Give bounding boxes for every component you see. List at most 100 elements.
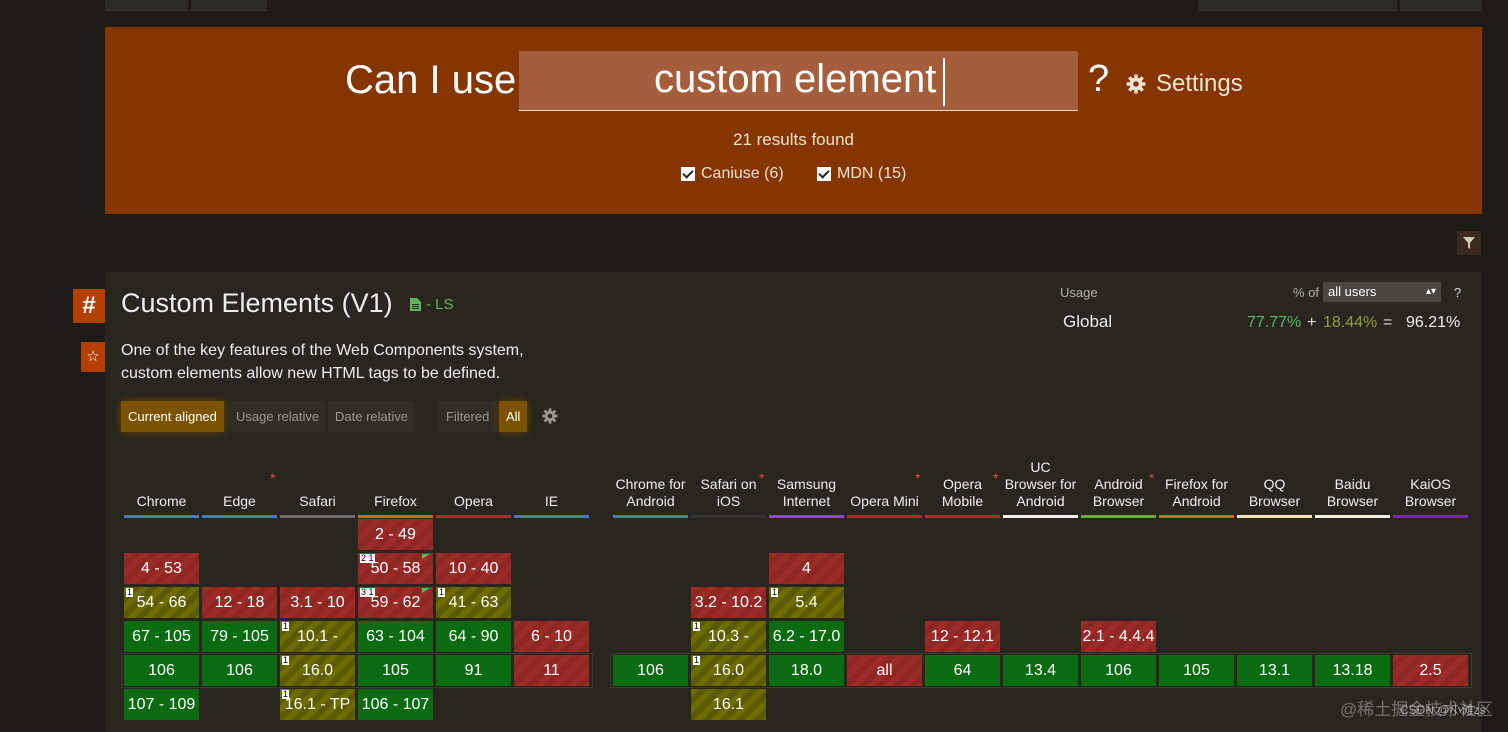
usage-region: Global bbox=[1063, 312, 1113, 331]
support-cell[interactable]: 13.4 bbox=[1003, 655, 1078, 686]
usage-user-select-value: all users bbox=[1328, 284, 1377, 299]
support-cell[interactable]: 64 bbox=[925, 655, 1000, 686]
support-note-badge: 1 bbox=[282, 621, 290, 631]
caniuse-filter-checkbox[interactable]: Caniuse (6) bbox=[681, 165, 784, 183]
support-cell[interactable]: 6.2 - 17.0 bbox=[769, 621, 844, 652]
support-cell[interactable]: 105 bbox=[358, 655, 433, 686]
support-cell[interactable]: 106 bbox=[124, 655, 199, 686]
filtered-button[interactable]: Filtered bbox=[439, 401, 497, 432]
support-cell-label: 6 - 10 bbox=[531, 628, 572, 645]
support-cell-label: 106 bbox=[637, 662, 664, 679]
support-cell-label: 2.5 bbox=[1419, 662, 1442, 679]
support-cell[interactable]: 2.5 bbox=[1393, 655, 1468, 686]
support-cell[interactable]: 107 - 109 bbox=[124, 689, 199, 720]
top-nav-stub[interactable] bbox=[191, 0, 267, 11]
feature-description: One of the key features of the Web Compo… bbox=[121, 342, 524, 382]
support-cell[interactable]: 2 - 49 bbox=[358, 519, 433, 550]
support-cell[interactable]: 41 - 63 1 bbox=[436, 587, 511, 618]
search-input-value[interactable]: custom element bbox=[654, 57, 937, 101]
text-caret bbox=[943, 58, 945, 106]
support-cell[interactable]: 12 - 18 bbox=[202, 587, 277, 618]
support-cell[interactable]: 59 - 62 3 1 bbox=[358, 587, 433, 618]
support-cell[interactable]: 106 bbox=[613, 655, 688, 686]
support-cell-label: 16.1 - TP bbox=[284, 696, 351, 713]
search-input[interactable] bbox=[519, 51, 1078, 111]
browser-note-marker: * bbox=[759, 470, 765, 486]
support-cell[interactable]: 4 - 53 bbox=[124, 553, 199, 584]
top-nav-stub[interactable] bbox=[105, 0, 188, 11]
usage-partial: 18.44% bbox=[1323, 314, 1378, 331]
browser-header: Baidu Browser bbox=[1326, 476, 1379, 509]
support-cell[interactable]: 50 - 58 2 1 bbox=[358, 553, 433, 584]
support-cell[interactable]: 12 - 12.1 bbox=[925, 621, 1000, 652]
help-link[interactable]: ? bbox=[1088, 58, 1110, 100]
star-icon[interactable]: ☆ bbox=[81, 342, 105, 372]
support-cell[interactable]: 3.2 - 10.2 bbox=[691, 587, 766, 618]
top-nav-stub[interactable] bbox=[1198, 0, 1397, 11]
filter-button[interactable] bbox=[1457, 231, 1481, 255]
support-cell-label: 105 bbox=[1183, 662, 1210, 679]
support-cell-label: 4 bbox=[802, 560, 811, 577]
pct-of-label: % of bbox=[1293, 285, 1320, 300]
support-cell-label: 18.0 bbox=[790, 662, 823, 679]
browser-header: KaiOS Browser bbox=[1404, 476, 1457, 509]
support-cell-label: 12 - 12.1 bbox=[930, 628, 995, 645]
settings-button[interactable]: Settings bbox=[1126, 70, 1243, 98]
support-cell[interactable]: 13.18 bbox=[1315, 655, 1390, 686]
support-cell[interactable]: 6 - 10 bbox=[514, 621, 589, 652]
support-cell[interactable]: 91 bbox=[436, 655, 511, 686]
support-cell[interactable]: 16.1 - TP 1 bbox=[280, 689, 355, 720]
support-cell[interactable]: 10 - 40 bbox=[436, 553, 511, 584]
current-aligned-button[interactable]: Current aligned bbox=[121, 401, 224, 432]
support-cell[interactable]: 54 - 66 1 bbox=[124, 587, 199, 618]
usage-user-select[interactable]: all users ▴▾ bbox=[1323, 282, 1441, 302]
all-button[interactable]: All bbox=[499, 401, 528, 432]
usage-help-link[interactable]: ? bbox=[1454, 285, 1462, 300]
support-cell[interactable]: 11 bbox=[514, 655, 589, 686]
usage-relative-button[interactable]: Usage relative bbox=[229, 401, 327, 432]
gear-icon[interactable] bbox=[542, 408, 558, 424]
browser-color-bar bbox=[280, 515, 355, 518]
top-nav-stub[interactable] bbox=[1400, 0, 1482, 11]
support-cell[interactable]: 106 bbox=[202, 655, 277, 686]
support-cell[interactable]: all bbox=[847, 655, 922, 686]
support-cell[interactable]: 106 - 107 bbox=[358, 689, 433, 720]
mdn-filter-checkbox[interactable]: MDN (15) bbox=[817, 165, 906, 183]
browser-color-bar bbox=[769, 515, 844, 518]
support-cell-label: 4 - 53 bbox=[141, 560, 182, 577]
spec-status[interactable]: - LS bbox=[410, 296, 454, 313]
browser-color-bar bbox=[1315, 515, 1390, 518]
support-cell[interactable]: 3.1 - 10 bbox=[280, 587, 355, 618]
support-cell[interactable]: 16.0 1 bbox=[280, 655, 355, 686]
checkbox-icon[interactable] bbox=[817, 167, 831, 181]
checkbox-icon[interactable] bbox=[681, 167, 695, 181]
usage-equals: = bbox=[1383, 314, 1393, 331]
support-cell[interactable]: 10.3 - 15.61 bbox=[691, 621, 766, 676]
support-cell-label: 6.2 - 17.0 bbox=[772, 628, 841, 645]
support-cell-label: 2 - 49 bbox=[375, 526, 416, 543]
browser-color-bar bbox=[1159, 515, 1234, 518]
support-cell[interactable]: 2.1 - 4.4.4 bbox=[1081, 621, 1156, 652]
support-cell-label: 41 - 63 bbox=[448, 594, 499, 611]
support-cell[interactable]: 64 - 90 bbox=[436, 621, 511, 652]
browser-header: Opera bbox=[454, 493, 493, 509]
support-cell[interactable]: 16.0 1 bbox=[691, 655, 766, 686]
browser-color-bar bbox=[847, 515, 922, 518]
support-cell[interactable]: 67 - 105 bbox=[124, 621, 199, 652]
support-cell[interactable]: 10.1 - 15.61 bbox=[280, 621, 355, 676]
support-cell-label: 54 - 66 bbox=[136, 594, 187, 611]
support-cell[interactable]: 13.1 bbox=[1237, 655, 1312, 686]
browser-color-bar bbox=[925, 515, 1000, 518]
support-cell[interactable]: 16.1 bbox=[691, 689, 766, 720]
support-cell[interactable]: 4 bbox=[769, 553, 844, 584]
support-cell[interactable]: 18.0 bbox=[769, 655, 844, 686]
date-relative-button[interactable]: Date relative bbox=[328, 401, 415, 432]
support-cell[interactable]: 63 - 104 bbox=[358, 621, 433, 652]
support-cell[interactable]: 105 bbox=[1159, 655, 1234, 686]
support-cell[interactable]: 79 - 105 bbox=[202, 621, 277, 652]
support-note-badge: 1 bbox=[693, 621, 701, 631]
support-cell[interactable]: 5.4 1 bbox=[769, 587, 844, 618]
anchor-link[interactable]: # bbox=[73, 289, 105, 323]
support-cell[interactable]: 106 bbox=[1081, 655, 1156, 686]
support-cell-label: 67 - 105 bbox=[132, 628, 191, 645]
